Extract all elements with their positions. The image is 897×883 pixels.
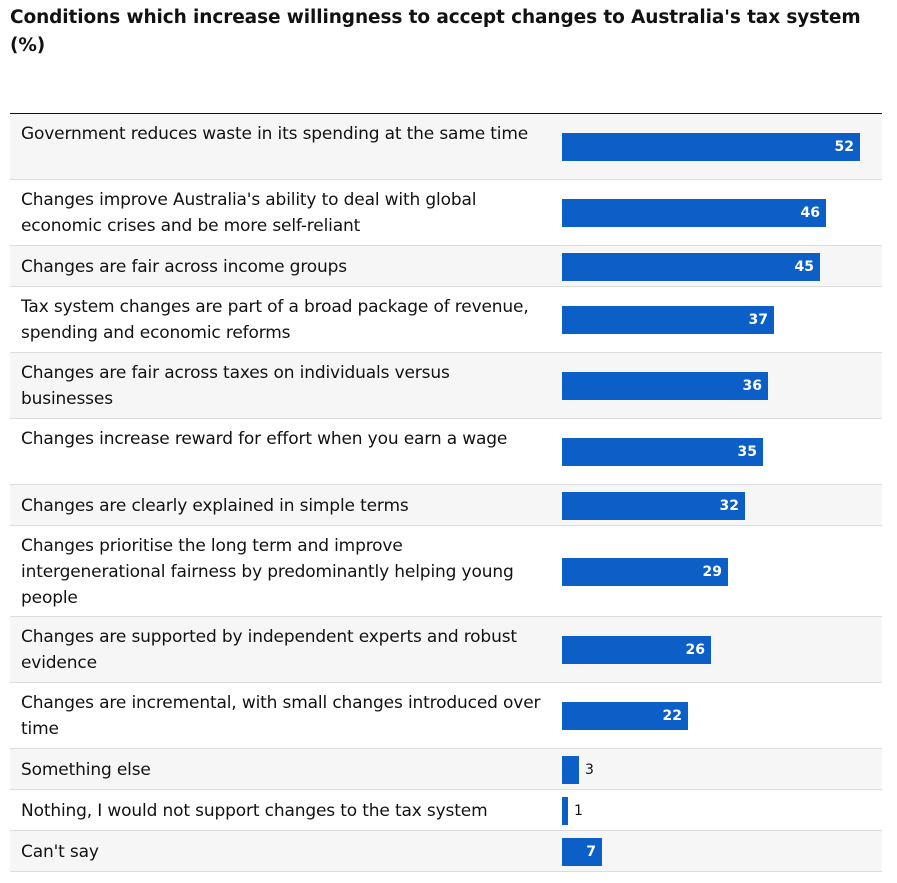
bar <box>562 702 688 730</box>
chart-title: Conditions which increase willingness to… <box>10 7 861 56</box>
category-label: Changes increase reward for effort when … <box>21 429 508 449</box>
category-label: Changes are supported by independent exp… <box>21 627 517 673</box>
chart-row: Nothing, I would not support changes to … <box>10 790 882 831</box>
chart-row: Changes improve Australia's ability to d… <box>10 180 882 246</box>
bar <box>562 306 774 334</box>
category-label: Nothing, I would not support changes to … <box>21 801 488 821</box>
bar <box>562 558 728 586</box>
chart-row: Changes increase reward for effort when … <box>10 419 882 485</box>
category-label: Can't say <box>21 842 99 862</box>
bar-value-label: 45 <box>794 259 814 275</box>
bar-value-label: 22 <box>662 708 682 724</box>
chart-row: Changes are fair across taxes on individ… <box>10 353 882 419</box>
category-label: Changes improve Australia's ability to d… <box>21 190 477 236</box>
category-label: Changes are clearly explained in simple … <box>21 496 409 516</box>
bar <box>562 756 579 784</box>
bar-value-label: 29 <box>702 564 722 580</box>
bar <box>562 636 711 664</box>
category-label: Changes are fair across taxes on individ… <box>21 363 450 409</box>
category-label: Changes prioritise the long term and imp… <box>21 536 514 608</box>
title-divider <box>10 113 882 114</box>
category-label: Changes are incremental, with small chan… <box>21 693 541 739</box>
bar-value-label: 1 <box>574 803 583 819</box>
category-label: Changes are fair across income groups <box>21 257 348 277</box>
bar <box>562 438 763 466</box>
bar-value-label: 7 <box>586 844 596 860</box>
chart-row: Something else 3 <box>10 749 882 790</box>
bar <box>562 133 860 161</box>
chart-row: Changes are incremental, with small chan… <box>10 683 882 749</box>
chart-row: Changes are supported by independent exp… <box>10 617 882 683</box>
bar-value-label: 37 <box>748 312 768 328</box>
bar-value-label: 36 <box>742 378 762 394</box>
bar-value-label: 35 <box>737 444 757 460</box>
chart-row: Can't say 7 <box>10 831 882 872</box>
chart-row: Changes are fair across income groups 45 <box>10 246 882 287</box>
bar-value-label: 52 <box>834 139 854 155</box>
chart-row: Changes prioritise the long term and imp… <box>10 526 882 617</box>
chart-row: Government reduces waste in its spending… <box>10 114 882 180</box>
chart-row: Tax system changes are part of a broad p… <box>10 287 882 353</box>
bar <box>562 199 826 227</box>
bar <box>562 372 768 400</box>
bar-value-label: 3 <box>585 762 594 778</box>
category-label: Tax system changes are part of a broad p… <box>21 297 529 343</box>
category-label: Government reduces waste in its spending… <box>21 124 529 144</box>
bar-value-label: 46 <box>800 205 820 221</box>
bar-value-label: 32 <box>719 498 739 514</box>
category-label: Something else <box>21 760 151 780</box>
bar <box>562 797 568 825</box>
bar-value-label: 26 <box>685 642 705 658</box>
bar <box>562 492 745 520</box>
bar <box>562 253 820 281</box>
bar <box>562 838 602 866</box>
chart-row: Changes are clearly explained in simple … <box>10 485 882 526</box>
